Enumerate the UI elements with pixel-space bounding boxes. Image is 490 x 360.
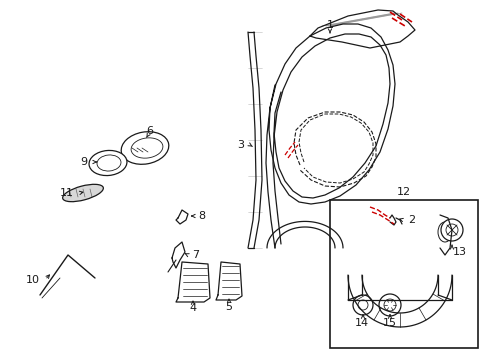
Ellipse shape (131, 138, 163, 158)
Ellipse shape (121, 132, 169, 164)
Text: 1: 1 (326, 20, 334, 30)
Text: 8: 8 (198, 211, 205, 221)
Text: 4: 4 (190, 303, 196, 313)
Circle shape (446, 224, 458, 236)
Ellipse shape (63, 184, 103, 202)
Text: 14: 14 (355, 318, 369, 328)
Text: 15: 15 (383, 318, 397, 328)
Ellipse shape (97, 155, 121, 171)
Ellipse shape (438, 222, 452, 242)
Circle shape (379, 294, 401, 316)
Circle shape (358, 300, 368, 310)
Circle shape (441, 219, 463, 241)
Circle shape (384, 299, 396, 311)
Text: 3: 3 (237, 140, 244, 150)
Text: 9: 9 (80, 157, 87, 167)
Text: 2: 2 (408, 215, 415, 225)
Text: 11: 11 (60, 188, 74, 198)
Text: 12: 12 (397, 187, 411, 197)
Text: 13: 13 (453, 247, 467, 257)
Text: 7: 7 (192, 250, 199, 260)
Circle shape (353, 295, 373, 315)
Text: 10: 10 (26, 275, 40, 285)
Bar (330, 200, 478, 348)
Text: 6: 6 (147, 126, 153, 136)
Ellipse shape (89, 150, 127, 176)
Text: 5: 5 (225, 302, 232, 312)
